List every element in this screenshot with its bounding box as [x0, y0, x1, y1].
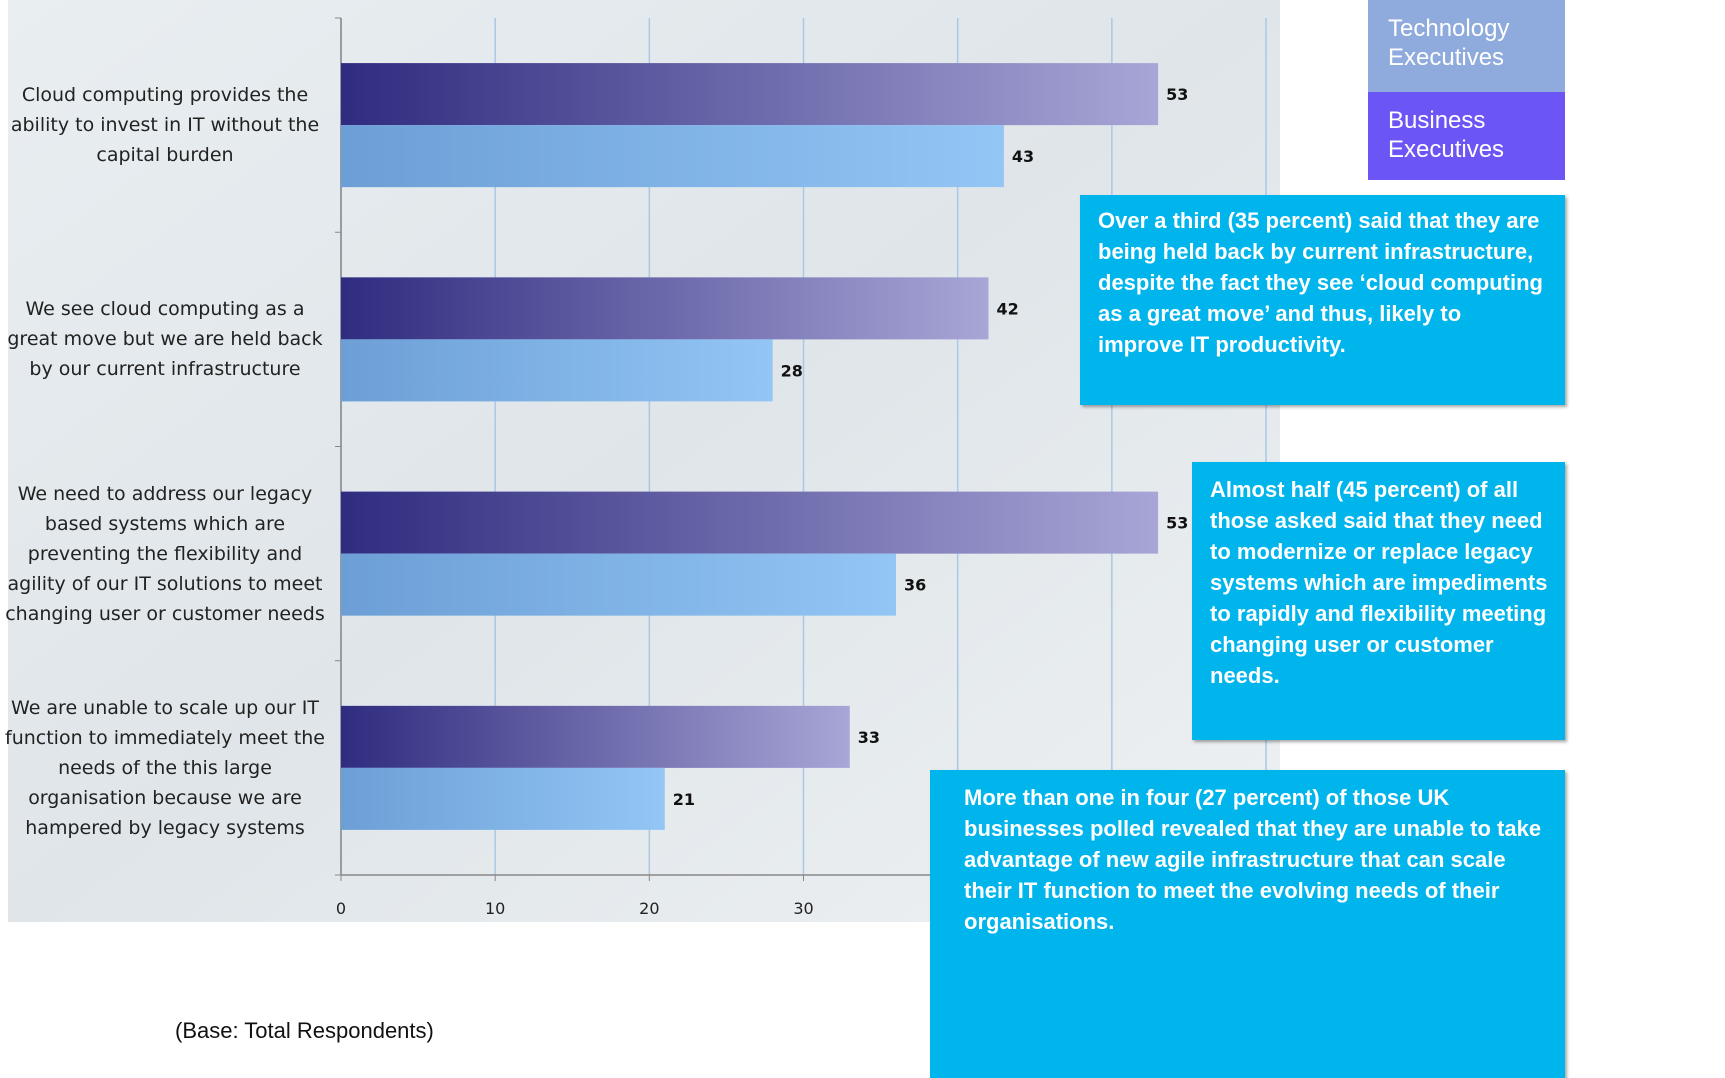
annotation: Almost half (45 percent) of all those as… — [1192, 462, 1565, 740]
value-label: 43 — [1012, 147, 1034, 166]
x-tick-label: 0 — [336, 899, 346, 918]
legend-entry: Business Executives — [1368, 92, 1565, 180]
bar-shade — [341, 277, 989, 340]
value-label: 33 — [858, 728, 880, 747]
bar-shade — [341, 125, 1004, 188]
category-label: We need to address our legacy based syst… — [5, 482, 325, 625]
category-label: We see cloud computing as a great move b… — [7, 298, 323, 381]
footnote: (Base: Total Respondents) — [175, 1018, 434, 1043]
x-tick-label: 30 — [793, 899, 813, 918]
category-label: We are unable to scale up our IT functio… — [5, 696, 325, 839]
category-label: Cloud computing provides the ability to … — [10, 84, 320, 167]
value-label: 53 — [1166, 85, 1188, 104]
value-label: 36 — [904, 576, 926, 595]
value-label: 28 — [781, 361, 803, 380]
x-tick-label: 20 — [639, 899, 659, 918]
bar-shade — [341, 491, 1159, 554]
bar-shade — [341, 705, 850, 768]
bar-shade — [341, 767, 665, 830]
annotation: Over a third (35 percent) said that they… — [1080, 195, 1565, 405]
value-label: 21 — [673, 790, 695, 809]
value-label: 42 — [997, 299, 1019, 318]
value-label: 53 — [1166, 514, 1188, 533]
bar-shade — [341, 339, 773, 402]
legend-entry: Technology Executives — [1368, 0, 1565, 92]
bar-shade — [341, 63, 1159, 126]
x-tick-label: 10 — [485, 899, 505, 918]
annotation: More than one in four (27 percent) of th… — [930, 770, 1565, 1078]
bar-shade — [341, 553, 896, 616]
